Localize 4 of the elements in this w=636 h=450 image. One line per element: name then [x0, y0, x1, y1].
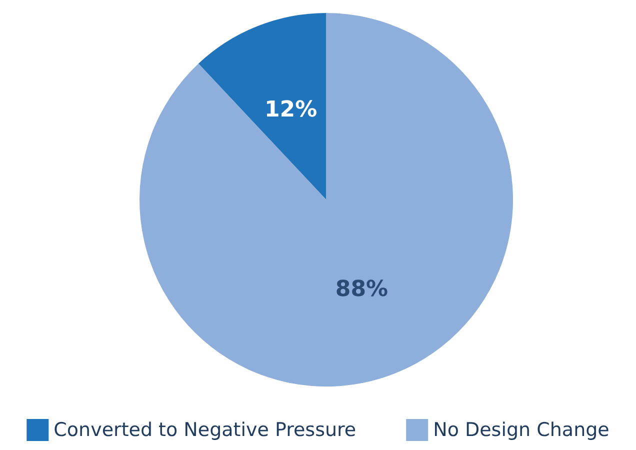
data-label: 88% — [335, 276, 388, 302]
legend-label: No Design Change — [433, 419, 610, 441]
legend-label: Converted to Negative Pressure — [54, 419, 356, 441]
data-label: 12% — [264, 98, 318, 123]
